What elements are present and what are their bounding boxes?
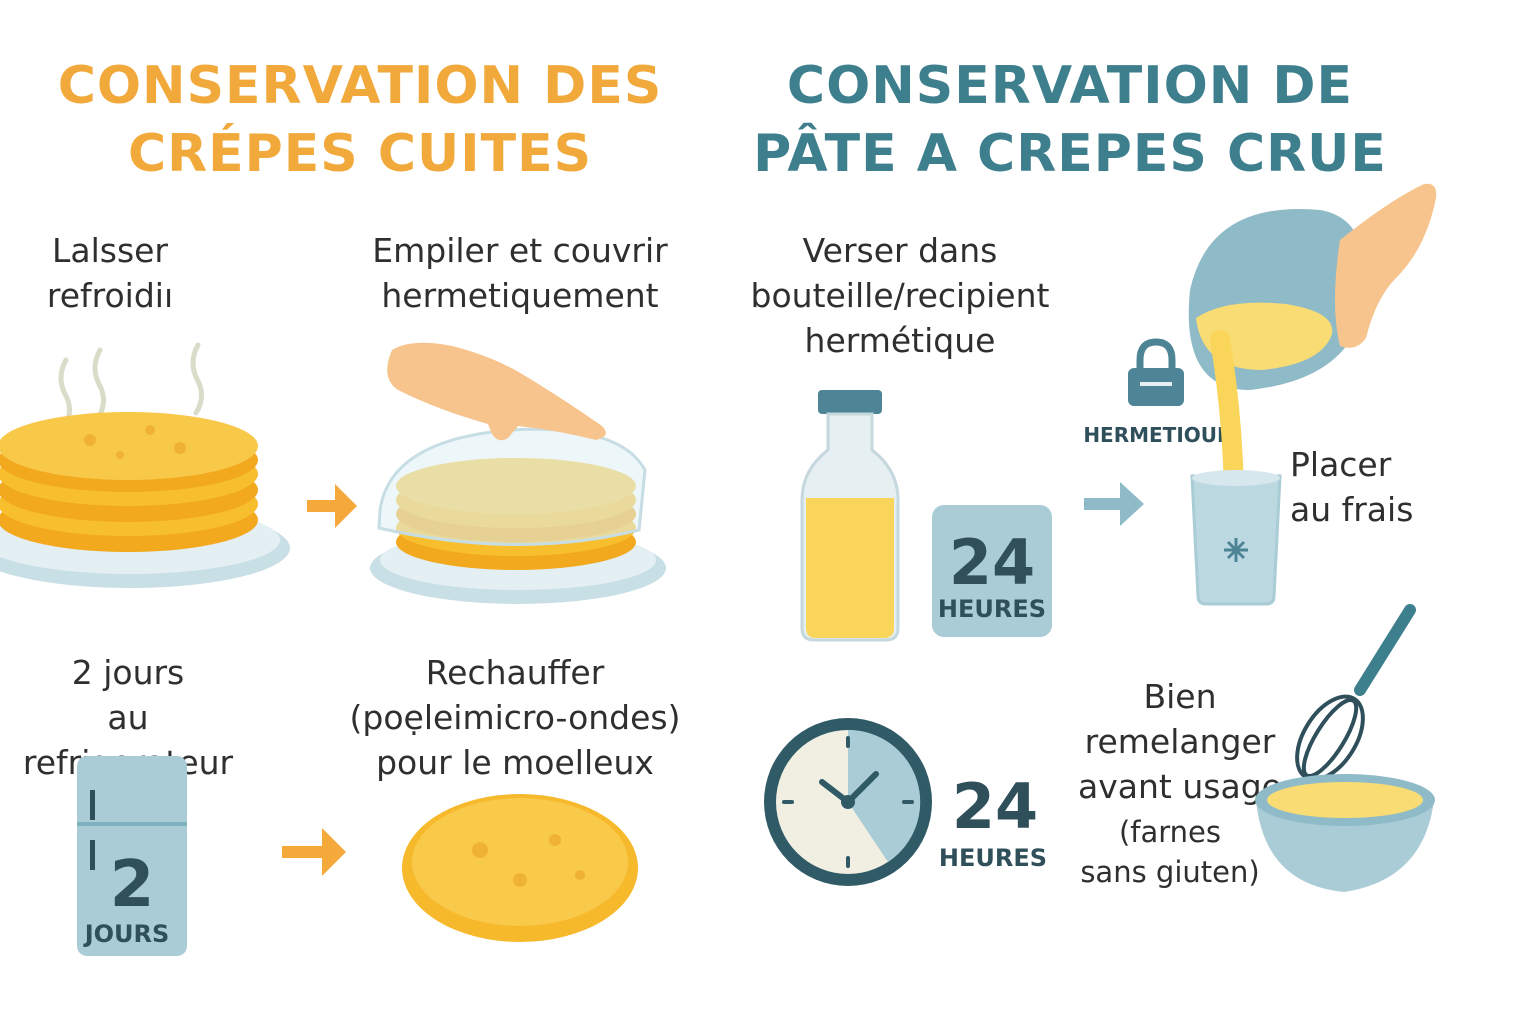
step-stack-line1: Empiler et couvrir bbox=[372, 231, 668, 270]
step-stack-label: Empiler et couvrir hermetiquement bbox=[350, 228, 690, 318]
lock-label: HERMETIOUE bbox=[1083, 423, 1230, 447]
bottle-duration-badge bbox=[932, 505, 1052, 637]
whisk-icon bbox=[1295, 604, 1416, 782]
clock-number: 24 bbox=[952, 770, 1038, 843]
step-reheat-line1: Rechauffer bbox=[425, 653, 605, 692]
step-cool-line1: Lalsser bbox=[51, 231, 169, 270]
mixing-bowl-icon bbox=[1255, 774, 1435, 892]
bottle-icon bbox=[800, 390, 900, 642]
step-cool-line2: refroidiı bbox=[46, 276, 174, 315]
raw-title-line2: PÂTE A CREPES CRUE bbox=[753, 124, 1387, 184]
arrow-right-icon bbox=[282, 828, 346, 876]
bottle-badge-unit: HEURES bbox=[938, 595, 1046, 623]
step-fridge-label: 2 jours au refrigerateur bbox=[0, 650, 256, 785]
step-stack-line2: hermetiquement bbox=[381, 276, 659, 315]
arrow-right-icon bbox=[1084, 482, 1144, 526]
plastic-wrap-icon bbox=[377, 427, 647, 547]
lock-icon bbox=[1128, 338, 1184, 406]
fridge-icon bbox=[77, 756, 187, 956]
step-bottle-line3: hermétique bbox=[804, 321, 996, 360]
step-bottle-line2: bouteille/recipient bbox=[750, 276, 1050, 315]
arrow-right-icon bbox=[307, 484, 357, 528]
step-mix-note: (farnes sans giuten) bbox=[1070, 812, 1270, 892]
step-reheat-label: Rechauffer (poẹleimicro-ondes) pour le m… bbox=[340, 650, 690, 785]
step-bottle-line1: Verser dans bbox=[802, 231, 998, 270]
step-bottle-label: Verser dans bouteille/recipient hermétiq… bbox=[735, 228, 1065, 363]
cooked-title-line1: CONSERVATION DES bbox=[57, 56, 663, 116]
step-cold-line1: Placer bbox=[1290, 445, 1392, 484]
cooked-title: CONSERVATION DES CRÉPES CUITES bbox=[40, 52, 680, 188]
step-mix-line2: remelanger bbox=[1084, 722, 1276, 761]
raw-title: CONSERVATION DE PÂTE A CREPES CRUE bbox=[740, 52, 1400, 188]
bottle-badge-number: 24 bbox=[949, 526, 1035, 599]
clock-icon bbox=[764, 718, 932, 886]
step-cold-line2: au frais bbox=[1290, 490, 1414, 529]
step-reheat-line2: (poẹleimicro-ondes) bbox=[349, 698, 681, 737]
step-mix-line5: sans giuten) bbox=[1080, 855, 1260, 889]
wrapped-crepe-stack bbox=[370, 342, 666, 604]
crepe-stack-icon bbox=[0, 412, 290, 588]
hand-icon bbox=[387, 342, 606, 441]
step-mix-line4: (farnes bbox=[1118, 815, 1222, 849]
step-mix-line3: avant usage bbox=[1078, 767, 1282, 806]
step-reheat-line3: pour le moelleux bbox=[376, 743, 654, 782]
raw-title-line1: CONSERVATION DE bbox=[786, 56, 1354, 116]
step-cool-label: Lalsser refroidiı bbox=[20, 228, 200, 318]
cooked-title-line2: CRÉPES CUITES bbox=[127, 124, 593, 184]
fridge-badge-number: 2 bbox=[110, 848, 155, 922]
glass-icon bbox=[1190, 470, 1282, 606]
fridge-badge-unit: JOURS bbox=[83, 920, 170, 948]
step-cold-label: Placer au frais bbox=[1290, 442, 1440, 532]
step-mix-label: Bien remelanger avant usage bbox=[1070, 674, 1290, 809]
hand-icon bbox=[1335, 183, 1437, 348]
crepe-icon bbox=[402, 794, 638, 942]
step-fridge-line1: 2 jours bbox=[71, 653, 185, 692]
clock-unit: HEURES bbox=[939, 844, 1047, 872]
step-mix-line1: Bien bbox=[1143, 677, 1217, 716]
